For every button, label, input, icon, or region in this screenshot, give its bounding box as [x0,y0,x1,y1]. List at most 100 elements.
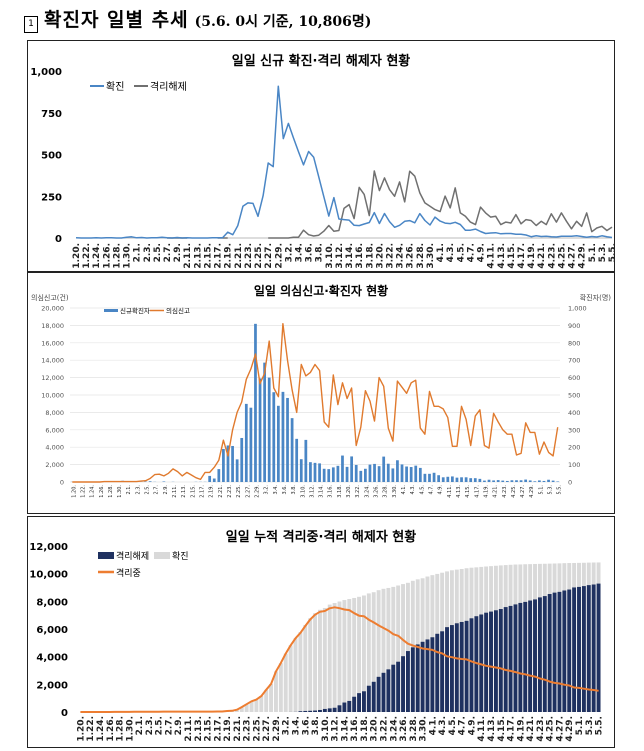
confirmed-bar [433,473,436,482]
x-tick-label: 4.3. [438,716,448,735]
x-tick-label: 4.25. [546,716,556,742]
cumulative-released-bar [396,662,400,712]
cumulative-released-bar [465,621,469,712]
x-tick-label: 2.21. [218,485,224,498]
x-tick-label: 3.8. [315,243,325,262]
y-tick-label: 12,000 [29,542,68,553]
x-tick-label: 1.20. [71,485,77,498]
confirmed-bar [245,404,248,482]
cumulative-confirmed-bar [284,654,288,712]
legend-reports-label: 의심신고 [166,306,190,315]
x-tick-label: 3.24. [396,243,406,269]
x-tick-label: 2.9. [163,485,169,495]
x-tick-label: 3.4. [292,716,302,735]
cumulative-released-bar [411,647,415,712]
confirmed-bar [236,459,239,482]
x-tick-label: 2.27. [264,243,274,269]
cumulative-released-bar [386,669,390,712]
confirmed-bar [451,476,454,482]
x-tick-label: 3.6. [301,716,311,735]
x-tick-label: 4.5. [448,716,458,735]
legend-released-swatch [98,552,114,559]
cumulative-released-bar [548,594,552,712]
x-tick-label: 2.5. [153,243,163,262]
cumulative-released-bar [347,701,351,712]
confirmed-bar [547,480,550,482]
x-tick-label: 2.7. [164,716,174,735]
confirmed-bar [268,378,271,482]
x-tick-label: 5.1. [575,716,585,735]
x-tick-label: 2.23. [244,243,254,269]
x-tick-label: 2.19. [209,485,215,498]
x-tick-label: 4.23. [502,485,508,498]
x-tick-label: 4.11. [487,243,497,269]
cumulative-released-bar [538,597,542,712]
confirmed-bar [391,468,394,482]
confirmed-bar [300,459,303,482]
cumulative-released-bar [303,711,307,712]
confirmed-bar [250,408,253,482]
x-tick-label: 2.7. [163,243,173,262]
cumulative-released-bar [372,682,376,712]
x-tick-label: 3.28. [416,243,426,269]
y-tick-label: 0 [61,708,68,719]
confirmed-bar [346,467,349,482]
confirmed-bar [396,460,399,482]
x-tick-label: 3.20. [346,485,352,498]
reports-line [72,324,557,482]
cumulative-released-bar [401,656,405,712]
right-tick-label: 400 [568,409,580,417]
x-tick-label: 3.22. [379,716,389,742]
confirmed-line [76,86,612,238]
confirmed-bar [355,465,358,482]
x-tick-label: 1.28. [116,716,126,742]
x-tick-label: 3.28. [383,485,389,498]
x-tick-label: 3.22. [355,485,361,498]
x-tick-label: 3.12. [331,716,341,742]
confirmed-bar [488,480,491,482]
confirmed-bar [231,446,234,482]
x-tick-label: 2.3. [143,243,153,262]
chart-3-svg: 일일 누적 격리중·격리 해제자 현황02,0004,0006,0008,000… [28,517,614,747]
x-tick-label: 1.26. [106,716,116,742]
cumulative-released-bar [582,586,586,712]
section-subtitle: (5.6. 0시 기준, 10,806명) [195,11,372,31]
cumulative-released-bar [592,584,596,712]
cumulative-released-bar [357,693,361,712]
x-tick-label: 4.29. [529,485,535,498]
x-tick-label: 1.30. [125,716,135,742]
x-tick-label: 2.9. [173,243,183,262]
x-tick-label: 4.29. [578,243,588,269]
confirmed-bar [369,465,372,482]
right-tick-label: 900 [568,322,580,330]
confirmed-bar [286,398,289,482]
x-tick-label: 4.9. [438,485,444,495]
right-tick-label: 0 [568,479,572,487]
cumulative-released-bar [494,610,498,712]
x-tick-label: 3.6. [282,485,288,495]
x-tick-label: 3.30. [392,485,398,498]
cumulative-confirmed-bar [328,605,332,712]
left-tick-label: 12,000 [41,374,64,382]
cumulative-released-bar [308,711,312,712]
confirmed-bar [295,439,298,482]
x-tick-label: 1.22. [80,485,86,498]
confirmed-bar [282,392,285,482]
cumulative-released-bar [382,673,386,712]
left-tick-label: 16,000 [41,339,64,347]
x-tick-label: 3.20. [370,716,380,742]
x-tick-label: 2.15. [203,243,213,269]
x-tick-label: 1.24. [90,485,96,498]
chart-title: 일일 신규 확진·격리 해제자 현황 [232,53,411,69]
confirmed-bar [378,466,381,482]
cumulative-released-bar [391,665,395,712]
left-axis-label: 의심신고(건) [31,293,69,302]
x-tick-label: 2.25. [254,243,264,269]
cumulative-released-bar [523,602,527,712]
confirmed-bar [456,478,459,482]
x-tick-label: 2.21. [233,716,243,742]
x-tick-label: 2.27. [262,716,272,742]
confirmed-bar [364,469,367,482]
left-tick-label: 8,000 [45,409,64,417]
